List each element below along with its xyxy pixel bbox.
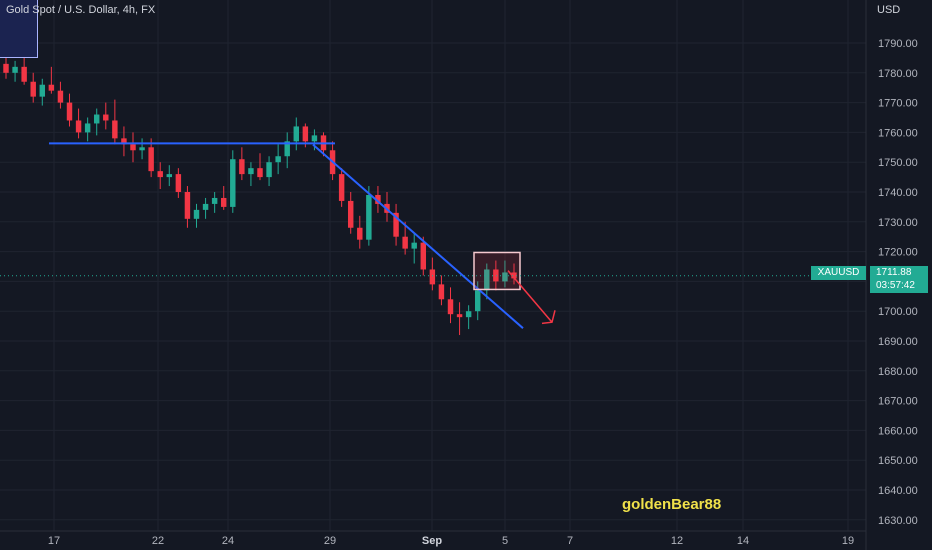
- candle-body: [130, 144, 136, 151]
- candle-body: [193, 209, 200, 219]
- price-axis: 1790.00 1780.00 1770.00 1760.00 1750.00 1740.…: [878, 38, 918, 527]
- candle-body: [184, 192, 191, 219]
- price-tick-label: 1720.00: [878, 247, 918, 259]
- bar-countdown: 03:57:42: [876, 280, 915, 291]
- author-watermark: goldenBear88: [622, 496, 722, 513]
- candle-body: [12, 66, 18, 73]
- candle-body: [93, 114, 100, 124]
- time-tick-label: 19: [842, 535, 854, 547]
- candle-body: [57, 90, 64, 103]
- candle-body: [220, 197, 227, 207]
- candle-body: [275, 156, 281, 163]
- price-tick-label: 1660.00: [878, 425, 918, 437]
- highlight-box[interactable]: [473, 251, 521, 291]
- candle-body: [474, 290, 481, 312]
- candle-body: [39, 84, 46, 97]
- candle-body: [456, 314, 463, 318]
- candle-body: [3, 63, 9, 73]
- price-tick-label: 1650.00: [878, 455, 918, 467]
- time-tick-label: 12: [671, 535, 683, 547]
- candle-body: [84, 123, 91, 133]
- last-price-value: 1711.88: [876, 267, 912, 278]
- candle-body: [411, 242, 417, 249]
- candle-body: [211, 197, 218, 204]
- currency-label[interactable]: USD: [877, 4, 901, 16]
- candle-body: [248, 168, 254, 175]
- price-tick-label: 1690.00: [878, 336, 918, 348]
- candle-body: [284, 141, 290, 157]
- candle-body: [311, 135, 318, 142]
- arrow-head: [541, 310, 556, 325]
- time-tick-label: 29: [324, 535, 336, 547]
- time-tick-label: 17: [48, 535, 60, 547]
- price-tick-label: 1770.00: [878, 98, 918, 110]
- candle-body: [48, 84, 55, 91]
- candle-body: [202, 203, 209, 210]
- candle-body: [66, 102, 73, 121]
- candle-body: [21, 66, 27, 82]
- candle-body: [166, 174, 173, 178]
- candle-body: [239, 159, 245, 175]
- candle-body: [103, 114, 109, 121]
- candle-body: [293, 126, 300, 142]
- candle-body: [347, 200, 354, 228]
- candle-body: [502, 272, 508, 282]
- candle-body: [148, 147, 154, 172]
- candle-body: [366, 194, 372, 240]
- time-tick-label: 14: [737, 535, 749, 547]
- candle-body: [230, 159, 236, 207]
- price-tick-label: 1740.00: [878, 187, 918, 199]
- candle-body: [357, 227, 363, 240]
- candle-body: [121, 138, 127, 145]
- candle-body: [393, 212, 399, 237]
- chart-title: Gold Spot / U.S. Dollar, 4h, FX: [6, 4, 156, 16]
- candle-body: [157, 171, 163, 178]
- last-price-label: 1711.88 03:57:42: [870, 266, 928, 293]
- symbol-label: XAUUSD: [811, 266, 866, 280]
- price-tick-label: 1700.00: [878, 306, 918, 318]
- candle-body: [438, 284, 445, 300]
- candle-body: [30, 81, 36, 97]
- candle-body: [447, 299, 454, 315]
- candle-body: [484, 269, 490, 291]
- candle-body: [338, 174, 345, 201]
- time-tick-label: 24: [222, 535, 234, 547]
- candle-body: [429, 269, 436, 285]
- candle-body: [402, 236, 408, 249]
- candle-body: [375, 194, 381, 204]
- candle-body: [257, 168, 263, 178]
- candle-body: [465, 311, 472, 318]
- price-tick-label: 1750.00: [878, 157, 918, 169]
- time-tick-label: Sep: [422, 535, 442, 547]
- candle-body: [511, 272, 517, 279]
- candle-body: [420, 242, 427, 270]
- price-tick-label: 1790.00: [878, 38, 918, 50]
- candle-body: [493, 269, 499, 282]
- drawings: [0, 142, 866, 329]
- time-tick-label: 22: [152, 535, 164, 547]
- grid-lines: [0, 0, 867, 550]
- time-tick-label: 5: [502, 535, 508, 547]
- price-tick-label: 1760.00: [878, 127, 918, 139]
- price-tick-label: 1730.00: [878, 217, 918, 229]
- candle-body: [75, 120, 82, 133]
- price-tick-label: 1780.00: [878, 68, 918, 80]
- candle-body: [139, 147, 145, 151]
- candle-body: [302, 126, 309, 142]
- candle-body: [175, 174, 182, 192]
- downside-arrow[interactable]: [507, 270, 553, 323]
- candle-body: [112, 120, 118, 139]
- selection-box[interactable]: [0, 0, 38, 58]
- price-tick-label: 1670.00: [878, 396, 918, 408]
- price-tick-label: 1680.00: [878, 366, 918, 378]
- candle-body: [266, 162, 272, 178]
- price-tick-label: 1640.00: [878, 485, 918, 497]
- descending-trendline[interactable]: [312, 143, 524, 329]
- time-tick-label: 7: [567, 535, 573, 547]
- candles: [3, 57, 517, 336]
- time-axis: 17 22 24 29 Sep 5 7 12 14 19: [48, 535, 854, 547]
- price-tick-label: 1630.00: [878, 515, 918, 527]
